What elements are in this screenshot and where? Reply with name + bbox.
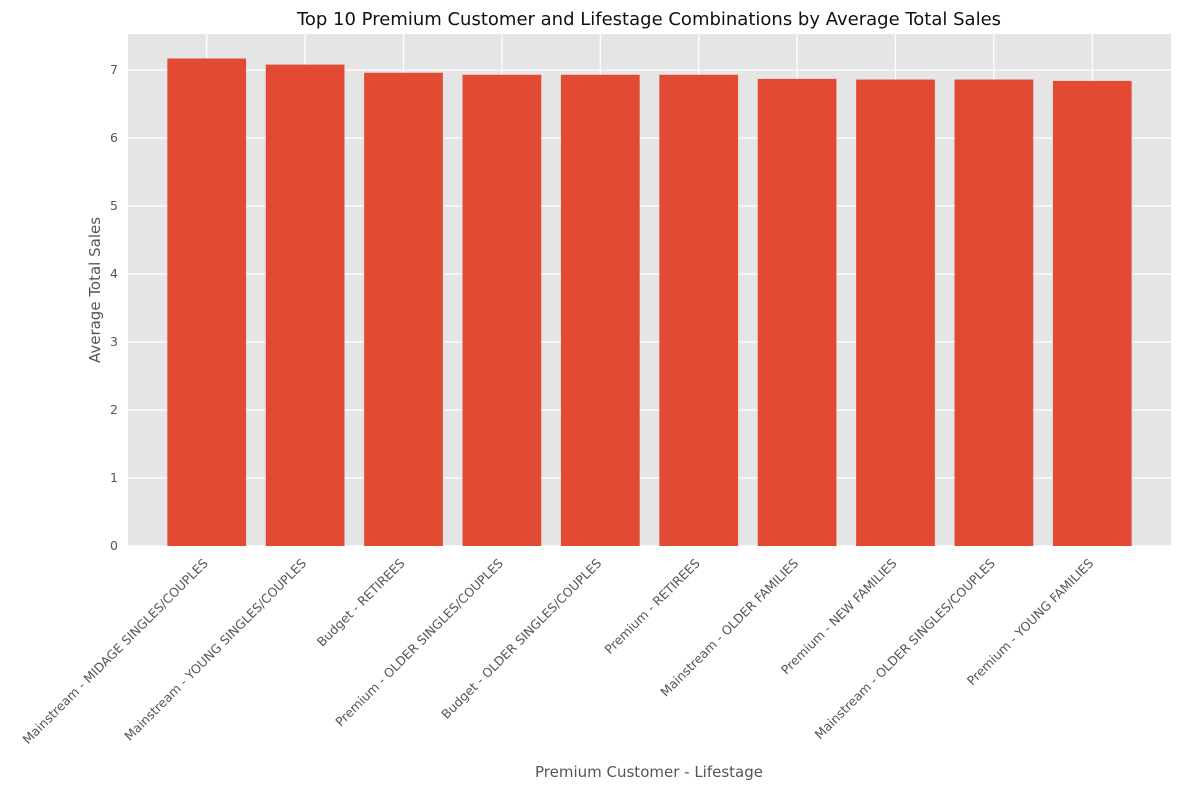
bar — [560, 74, 640, 546]
bar — [1052, 80, 1132, 547]
bar — [462, 74, 542, 546]
y-tick-label: 5 — [110, 198, 118, 213]
x-tick-label: Premium - OLDER SINGLES/COUPLES — [332, 555, 506, 729]
y-tick-label: 7 — [110, 62, 118, 77]
y-axis-ticks: 0 1 2 3 4 5 6 7 — [110, 62, 118, 553]
y-tick-label: 4 — [110, 266, 118, 281]
y-tick-label: 3 — [110, 334, 118, 349]
y-axis-label: Average Total Sales — [86, 217, 104, 363]
y-tick-label: 6 — [110, 130, 118, 145]
chart-title: Top 10 Premium Customer and Lifestage Co… — [296, 9, 1001, 30]
y-tick-label: 1 — [110, 470, 118, 485]
bar — [364, 72, 443, 547]
y-tick-label: 0 — [110, 538, 118, 553]
bar — [659, 74, 739, 546]
x-tick-label: Budget - RETIREES — [314, 555, 408, 649]
y-tick-label: 2 — [110, 402, 118, 417]
x-tick-label: Premium - NEW FAMILIES — [778, 555, 900, 677]
bar — [757, 78, 837, 546]
x-tick-label: Mainstream - OLDER SINGLES/COUPLES — [811, 555, 998, 742]
bar — [954, 79, 1034, 546]
x-axis-label: Premium Customer - Lifestage — [535, 763, 763, 781]
x-tick-label: Mainstream - MIDAGE SINGLES/COUPLES — [19, 555, 210, 746]
x-tick-label: Mainstream - YOUNG SINGLES/COUPLES — [121, 555, 309, 743]
bar — [856, 79, 935, 546]
x-tick-label: Budget - OLDER SINGLES/COUPLES — [438, 555, 604, 721]
bars — [167, 58, 1132, 547]
bar — [167, 58, 247, 546]
x-tick-label: Premium - RETIREES — [601, 555, 702, 656]
x-axis-ticks: Mainstream - MIDAGE SINGLES/COUPLESMains… — [19, 555, 1096, 746]
bar — [265, 64, 345, 547]
